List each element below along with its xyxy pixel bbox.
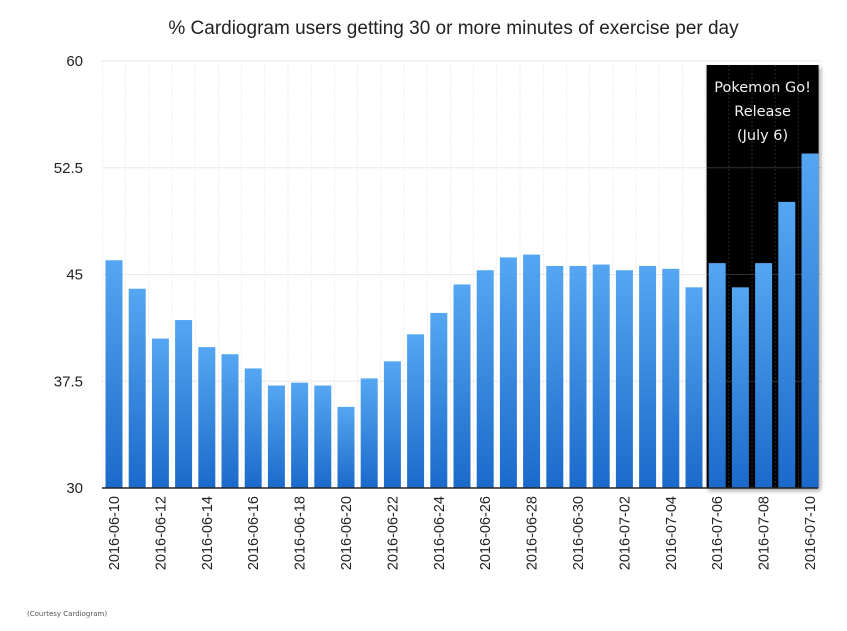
bar: [778, 201, 796, 488]
x-tick-label: 2016-06-16: [246, 496, 262, 570]
y-axis-ticks: 30 37.5 45 52.5 60: [54, 53, 83, 497]
x-tick-label: 2016-07-08: [757, 496, 773, 570]
y-tick-label: 52.5: [54, 160, 83, 177]
bar: [360, 378, 378, 488]
bar: [314, 385, 332, 488]
bar: [569, 265, 587, 488]
bar: [801, 153, 819, 488]
bar: [476, 270, 494, 488]
bar: [523, 254, 541, 488]
y-tick-label: 45: [66, 267, 83, 284]
annotation-text: Pokemon Go! Release (July 6): [714, 80, 811, 144]
bar: [151, 338, 169, 488]
x-tick-label: 2016-06-14: [200, 496, 216, 570]
bar-layer: [105, 153, 819, 488]
bar: [244, 368, 262, 488]
chart-title: % Cardiogram users getting 30 or more mi…: [168, 18, 739, 39]
bar: [592, 264, 610, 488]
bar: [337, 406, 355, 488]
x-tick-label: 2016-07-04: [664, 496, 680, 570]
bar: [499, 257, 517, 488]
bar: [731, 287, 749, 488]
y-tick-label: 37.5: [54, 373, 83, 390]
x-tick-label: 2016-06-24: [432, 496, 448, 570]
x-tick-label: 2016-07-02: [617, 496, 633, 570]
bar: [267, 385, 285, 488]
x-tick-label: 2016-06-18: [293, 496, 309, 570]
y-tick-label: 30: [66, 480, 83, 497]
bar: [128, 288, 146, 488]
bar: [407, 334, 425, 488]
bar: [221, 354, 239, 488]
annotation-line: Pokemon Go!: [714, 80, 811, 96]
x-tick-label: 2016-07-06: [710, 496, 726, 570]
bar: [175, 320, 193, 488]
annotation-line: (July 6): [737, 128, 788, 144]
bar: [615, 270, 633, 488]
annotation-line: Release: [734, 104, 791, 120]
y-tick-label: 60: [66, 53, 83, 70]
bar: [105, 260, 123, 488]
bar: [708, 263, 726, 488]
bar: [546, 265, 564, 488]
bar: [430, 312, 448, 488]
x-tick-label: 2016-06-30: [571, 496, 587, 570]
bar: [639, 265, 657, 488]
bar: [198, 347, 216, 488]
x-tick-label: 2016-06-22: [385, 496, 401, 570]
x-axis-ticks: 2016-06-10 2016-06-12 2016-06-14 2016-06-16…: [107, 496, 819, 570]
bar: [383, 361, 401, 488]
bar: [453, 284, 471, 488]
bar: [685, 287, 703, 488]
bar: [662, 268, 680, 488]
bar: [755, 263, 773, 488]
x-tick-label: 2016-06-20: [339, 496, 355, 570]
x-tick-label: 2016-06-12: [153, 496, 169, 570]
x-tick-label: 2016-06-26: [478, 496, 494, 570]
footer-credit: (Courtesy Cardiogram): [27, 610, 108, 618]
x-tick-label: 2016-06-28: [525, 496, 541, 570]
x-tick-label: 2016-07-10: [803, 496, 819, 570]
bar: [291, 382, 309, 488]
x-tick-label: 2016-06-10: [107, 496, 123, 570]
